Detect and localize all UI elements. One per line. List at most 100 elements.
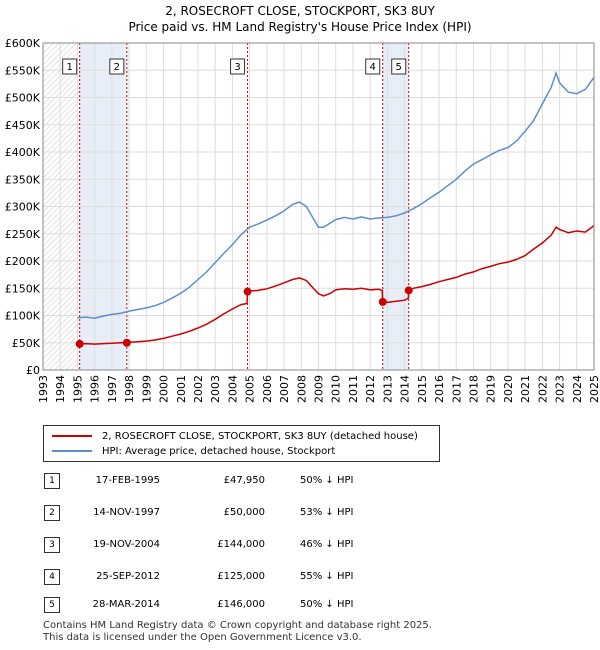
x-tick-label: 2009 xyxy=(313,375,326,403)
x-tick-label: 2011 xyxy=(347,375,360,403)
sale-label-number: 1 xyxy=(66,62,72,73)
sale-row: 2 14-NOV-1997 £50,000 53% ↓ HPI xyxy=(0,502,600,522)
footer-license: This data is licensed under the Open Gov… xyxy=(43,632,362,643)
sale-number-badge: 5 xyxy=(44,597,60,613)
y-tick-label: £100K xyxy=(5,310,41,323)
sale-marker xyxy=(75,339,84,348)
y-tick-label: £500K xyxy=(5,92,41,105)
x-tick-label: 2008 xyxy=(295,375,308,403)
x-tick-label: 2001 xyxy=(175,375,188,403)
x-tick-label: 2020 xyxy=(502,375,515,403)
x-tick-label: 2025 xyxy=(588,375,600,403)
x-tick-label: 1994 xyxy=(54,375,67,403)
x-tick-label: 2007 xyxy=(278,375,291,403)
sale-price: £47,950 xyxy=(223,475,265,486)
plot-frame xyxy=(42,42,595,371)
x-tick-label: 2022 xyxy=(536,375,549,403)
sale-hpi-comparison: 55% ↓ HPI xyxy=(300,571,354,582)
y-tick-label: £150K xyxy=(5,282,41,295)
y-tick-label: £300K xyxy=(5,201,41,214)
y-tick-label: £350K xyxy=(5,173,41,186)
x-tick-label: 2000 xyxy=(158,375,171,403)
x-tick-label: 1998 xyxy=(123,375,136,403)
legend-label-hpi: HPI: Average price, detached house, Stoc… xyxy=(102,445,336,457)
chart-subtitle: Price paid vs. HM Land Registry's House … xyxy=(128,20,472,34)
x-tick-label: 2016 xyxy=(433,375,446,403)
sale-number-badge: 3 xyxy=(44,537,60,553)
sale-date: 28-MAR-2014 xyxy=(92,599,160,610)
x-tick-label: 2003 xyxy=(209,375,222,403)
sale-label-box xyxy=(109,58,125,75)
x-tick-label: 2024 xyxy=(571,375,584,403)
sale-price: £50,000 xyxy=(223,507,265,518)
sale-marker xyxy=(243,287,252,296)
y-tick-label: £600K xyxy=(5,37,41,50)
sale-row: 4 25-SEP-2012 £125,000 55% ↓ HPI xyxy=(0,566,600,586)
chart-legend: 2, ROSECROFT CLOSE, STOCKPORT, SK3 8UY (… xyxy=(43,425,440,462)
x-tick-label: 2004 xyxy=(226,375,239,403)
sale-price: £146,000 xyxy=(217,599,265,610)
sale-date: 19-NOV-2004 xyxy=(93,539,160,550)
sale-row: 5 28-MAR-2014 £146,000 50% ↓ HPI xyxy=(0,594,600,614)
x-tick-label: 1996 xyxy=(89,375,102,403)
x-tick-label: 2006 xyxy=(261,375,274,403)
y-tick-label: £50K xyxy=(12,337,41,350)
x-tick-label: 2019 xyxy=(485,375,498,403)
sale-marker xyxy=(378,297,387,306)
x-tick-label: 2014 xyxy=(399,375,412,403)
x-tick-label: 2021 xyxy=(519,375,532,403)
sale-marker xyxy=(122,338,131,347)
x-tick-label: 2013 xyxy=(381,375,394,403)
sale-hpi-comparison: 46% ↓ HPI xyxy=(300,539,354,550)
x-tick-label: 2012 xyxy=(364,375,377,403)
x-tick-label: 1995 xyxy=(71,375,84,403)
y-tick-label: £450K xyxy=(5,119,41,132)
sale-hpi-comparison: 50% ↓ HPI xyxy=(300,475,354,486)
legend-swatch-hpi xyxy=(52,450,92,452)
sale-label-number: 3 xyxy=(234,62,240,73)
footer-copyright: Contains HM Land Registry data © Crown c… xyxy=(43,620,432,631)
x-tick-label: 2010 xyxy=(330,375,343,403)
sale-number-badge: 4 xyxy=(44,569,60,585)
x-tick-label: 2002 xyxy=(192,375,205,403)
sale-date: 17-FEB-1995 xyxy=(95,475,160,486)
sale-label-box xyxy=(391,58,407,75)
sale-marker xyxy=(404,286,413,295)
property-price-line xyxy=(79,225,595,345)
x-tick-label: 2018 xyxy=(467,375,480,403)
legend-label-property: 2, ROSECROFT CLOSE, STOCKPORT, SK3 8UY (… xyxy=(102,430,418,442)
footer-attribution: Contains HM Land Registry data © Crown c… xyxy=(43,620,432,644)
sale-hpi-comparison: 53% ↓ HPI xyxy=(300,507,354,518)
sale-row: 3 19-NOV-2004 £144,000 46% ↓ HPI xyxy=(0,534,600,554)
y-tick-label: £550K xyxy=(5,64,41,77)
legend-swatch-property xyxy=(52,435,92,437)
sale-date: 25-SEP-2012 xyxy=(96,571,160,582)
chart-title: 2, ROSECROFT CLOSE, STOCKPORT, SK3 8UY xyxy=(165,4,435,18)
sale-label-box xyxy=(365,58,381,75)
y-tick-label: £200K xyxy=(5,255,41,268)
sale-price: £144,000 xyxy=(217,539,265,550)
sale-label-number: 2 xyxy=(114,62,120,73)
sale-price: £125,000 xyxy=(217,571,265,582)
sale-label-number: 5 xyxy=(396,62,402,73)
y-tick-label: £0 xyxy=(26,364,40,377)
sale-label-box xyxy=(62,58,78,75)
price-chart: 1 2 3 4 5 £0 £50K £100K £150K £200K £250K £300K £35… xyxy=(5,37,600,403)
sale-label-box xyxy=(230,58,246,75)
x-tick-label: 1999 xyxy=(140,375,153,403)
sale-hpi-comparison: 50% ↓ HPI xyxy=(300,599,354,610)
sale-date: 14-NOV-1997 xyxy=(93,507,160,518)
sale-number-badge: 2 xyxy=(44,505,60,521)
x-tick-label: 2023 xyxy=(554,375,567,403)
legend-item-property: 2, ROSECROFT CLOSE, STOCKPORT, SK3 8UY (… xyxy=(52,429,418,443)
y-tick-label: £250K xyxy=(5,228,41,241)
sale-row: 1 17-FEB-1995 £47,950 50% ↓ HPI xyxy=(0,470,600,490)
hpi-line xyxy=(77,70,595,319)
x-tick-label: 2017 xyxy=(450,375,463,403)
x-tick-label: 1997 xyxy=(106,375,119,403)
x-tick-label: 2015 xyxy=(416,375,429,403)
sale-label-number: 4 xyxy=(370,62,376,73)
y-tick-label: £400K xyxy=(5,146,41,159)
x-tick-label: 2005 xyxy=(244,375,257,403)
legend-item-hpi: HPI: Average price, detached house, Stoc… xyxy=(52,444,335,458)
